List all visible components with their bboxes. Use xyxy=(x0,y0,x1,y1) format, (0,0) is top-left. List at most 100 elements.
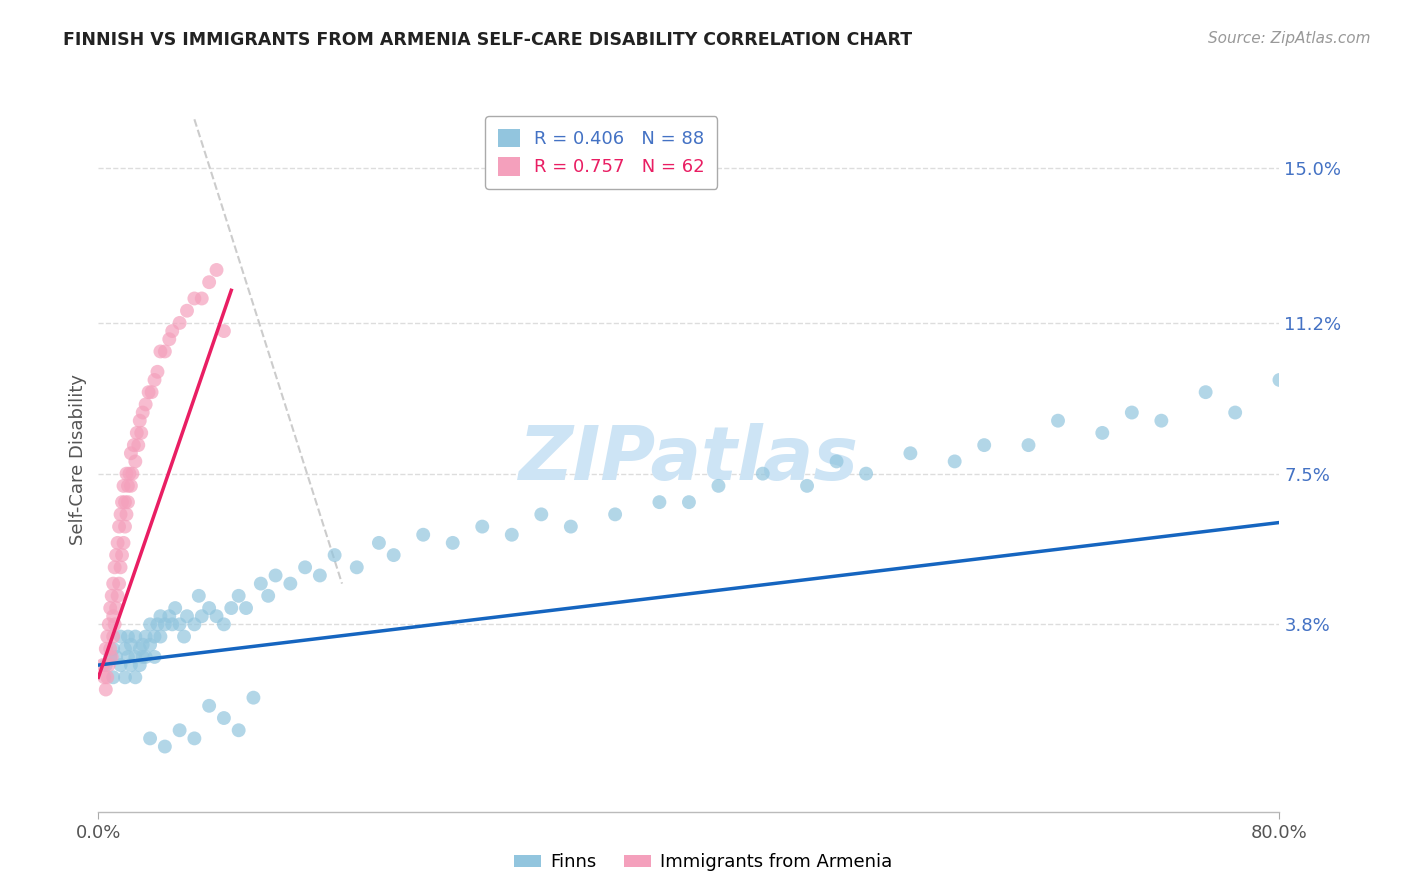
Point xyxy=(98,641,121,656)
Point xyxy=(124,649,146,664)
Point xyxy=(198,601,221,615)
Point xyxy=(124,670,146,684)
Point xyxy=(138,385,160,400)
Point xyxy=(323,548,346,562)
Point xyxy=(560,519,582,533)
Point xyxy=(127,438,149,452)
Point xyxy=(346,560,368,574)
Point xyxy=(108,519,131,533)
Point xyxy=(141,385,163,400)
Point xyxy=(183,731,205,746)
Point xyxy=(124,454,146,468)
Point xyxy=(128,641,150,656)
Point xyxy=(157,609,180,624)
Point xyxy=(855,467,877,481)
Point xyxy=(825,454,848,468)
Point xyxy=(122,438,145,452)
Point xyxy=(648,495,671,509)
Point xyxy=(108,576,131,591)
Point xyxy=(110,630,132,644)
Point xyxy=(191,609,214,624)
Point xyxy=(132,649,155,664)
Point xyxy=(707,479,730,493)
Point xyxy=(149,344,172,359)
Point xyxy=(110,508,132,522)
Point xyxy=(1150,414,1173,428)
Point xyxy=(135,630,157,644)
Point xyxy=(103,609,125,624)
Text: ZIPatlas: ZIPatlas xyxy=(519,423,859,496)
Point xyxy=(97,617,120,632)
Point xyxy=(149,630,172,644)
Point xyxy=(146,617,169,632)
Point xyxy=(98,649,121,664)
Point xyxy=(135,397,157,411)
Point xyxy=(117,630,139,644)
Point xyxy=(382,548,405,562)
Point xyxy=(153,617,176,632)
Point xyxy=(368,536,391,550)
Point xyxy=(149,609,172,624)
Point xyxy=(120,638,142,652)
Point xyxy=(900,446,922,460)
Point xyxy=(143,649,166,664)
Point xyxy=(173,630,195,644)
Point xyxy=(153,344,176,359)
Text: Source: ZipAtlas.com: Source: ZipAtlas.com xyxy=(1208,31,1371,46)
Point xyxy=(280,576,302,591)
Point xyxy=(110,658,132,673)
Point xyxy=(198,698,221,713)
Point xyxy=(139,731,162,746)
Point xyxy=(125,425,148,440)
Point xyxy=(242,690,264,705)
Point xyxy=(115,508,138,522)
Point xyxy=(132,405,155,419)
Legend: R = 0.406   N = 88, R = 0.757   N = 62: R = 0.406 N = 88, R = 0.757 N = 62 xyxy=(485,116,717,189)
Point xyxy=(176,303,198,318)
Point xyxy=(105,649,128,664)
Point xyxy=(169,316,191,330)
Point xyxy=(111,548,134,562)
Point xyxy=(257,589,280,603)
Point xyxy=(114,519,136,533)
Point xyxy=(228,589,250,603)
Point xyxy=(110,560,132,574)
Point xyxy=(120,446,142,460)
Point xyxy=(1018,438,1040,452)
Point xyxy=(143,630,166,644)
Point xyxy=(973,438,995,452)
Point xyxy=(169,617,191,632)
Point xyxy=(100,589,122,603)
Point xyxy=(132,638,155,652)
Point xyxy=(114,670,136,684)
Point xyxy=(143,373,166,387)
Point xyxy=(94,682,117,697)
Point xyxy=(943,454,966,468)
Point xyxy=(114,641,136,656)
Point xyxy=(96,670,118,684)
Point xyxy=(129,425,152,440)
Point xyxy=(309,568,332,582)
Point xyxy=(752,467,775,481)
Point xyxy=(187,589,209,603)
Point xyxy=(176,609,198,624)
Point xyxy=(117,649,139,664)
Point xyxy=(153,739,176,754)
Point xyxy=(1091,425,1114,440)
Point xyxy=(128,414,150,428)
Point xyxy=(228,723,250,738)
Point xyxy=(169,723,191,738)
Point xyxy=(165,601,187,615)
Point xyxy=(103,630,125,644)
Point xyxy=(91,658,114,673)
Point xyxy=(212,617,235,632)
Point xyxy=(1225,405,1247,419)
Point xyxy=(139,617,162,632)
Point xyxy=(107,536,129,550)
Point xyxy=(112,536,135,550)
Point xyxy=(107,589,129,603)
Point xyxy=(103,576,125,591)
Y-axis label: Self-Care Disability: Self-Care Disability xyxy=(69,374,87,545)
Text: FINNISH VS IMMIGRANTS FROM ARMENIA SELF-CARE DISABILITY CORRELATION CHART: FINNISH VS IMMIGRANTS FROM ARMENIA SELF-… xyxy=(63,31,912,49)
Point xyxy=(120,479,142,493)
